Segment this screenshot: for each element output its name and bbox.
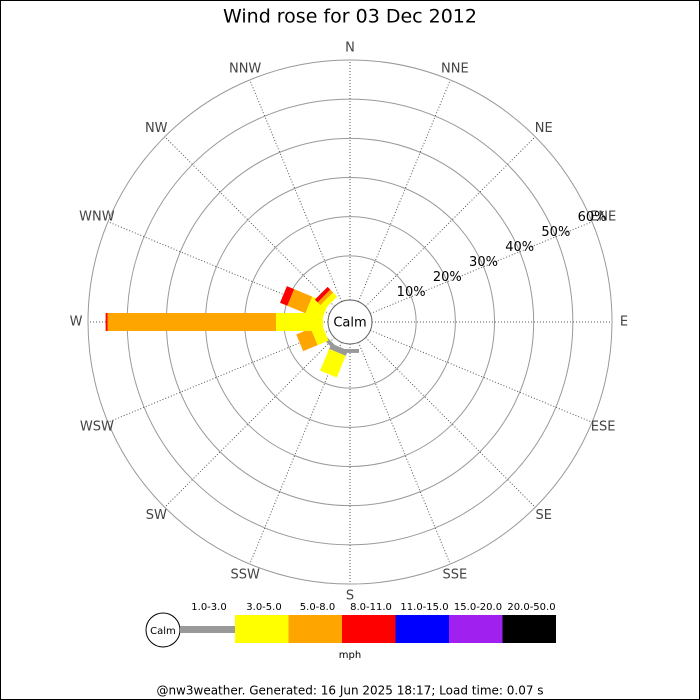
direction-label: SE [536, 508, 552, 523]
bar-segment [107, 313, 277, 331]
legend-label: 15.0-20.0 [454, 602, 502, 613]
direction-label: N [345, 41, 355, 56]
direction-label: NW [145, 121, 168, 136]
legend-label: 5.0-8.0 [300, 602, 335, 613]
direction-label: SSE [442, 568, 467, 583]
bar-segment [279, 286, 295, 306]
plot: N NNE NE ENE E ESE SE SSE S SSW SW WSW W WNW NW NNW 10% 2… [70, 41, 629, 604]
direction-label: S [346, 589, 354, 604]
bar-segment [287, 289, 313, 314]
direction-label: SW [146, 508, 167, 523]
direction-label: NE [535, 121, 553, 136]
spoke [370, 221, 593, 315]
r-tick-label: 40% [505, 240, 534, 255]
legend-label: 8.0-11.0 [350, 602, 392, 613]
footer: @nw3weather. Generated: 16 Jun 2025 18:1… [156, 684, 543, 698]
legend-swatch [180, 626, 235, 633]
legend-swatch [395, 615, 449, 643]
spoke [164, 337, 335, 508]
direction-label: ENE [590, 210, 616, 225]
bar-segment [105, 313, 108, 331]
legend-calm-label: Calm [150, 626, 176, 637]
legend-swatch [449, 615, 503, 643]
bar-segment [320, 348, 346, 378]
r-tick-label: 10% [397, 285, 426, 300]
direction-label: ESE [591, 419, 616, 434]
bar-segment [314, 286, 331, 303]
legend-unit: mph [339, 650, 361, 661]
r-tick-label: 50% [541, 225, 570, 240]
r-tick-label: 20% [433, 270, 462, 285]
spoke [357, 79, 451, 302]
direction-label: WSW [80, 419, 114, 434]
direction-label: NNE [441, 61, 469, 76]
spoke [107, 329, 330, 423]
bar-segment [341, 349, 359, 353]
direction-label: WNW [79, 210, 115, 225]
bar-segment [317, 289, 334, 306]
legend-label: 11.0-15.0 [400, 602, 448, 613]
legend-swatch [502, 615, 556, 643]
spoke [365, 136, 536, 307]
legend: Calm 1.0-3.0 3.0-5.0 5.0-8.0 8.0-11.0 11.0-15… [145, 602, 556, 661]
legend-swatch [342, 615, 396, 643]
calm-circle [327, 299, 373, 345]
direction-label: W [70, 315, 83, 330]
spoke [357, 342, 451, 565]
spoke [249, 342, 343, 565]
spoke [370, 329, 593, 423]
legend-label: 20.0-50.0 [507, 602, 555, 613]
bar-segment [276, 313, 323, 331]
direction-label: E [620, 315, 628, 330]
calm-label: Calm [333, 316, 366, 331]
ring [87, 59, 613, 585]
bar-segment [320, 292, 338, 310]
chart-title: Wind rose for 03 Dec 2012 [223, 6, 477, 28]
legend-label: 1.0-3.0 [191, 602, 226, 613]
r-tick-label: 30% [469, 255, 498, 270]
legend-swatch [288, 615, 342, 643]
r-tick-label: 60% [578, 210, 607, 225]
spoke [164, 136, 335, 307]
direction-label: NNW [229, 61, 261, 76]
bar-segment [296, 328, 318, 352]
legend-swatch [235, 615, 289, 643]
spoke [249, 79, 343, 302]
direction-label: SSW [230, 568, 260, 583]
legend-label: 3.0-5.0 [246, 602, 281, 613]
spoke [365, 337, 536, 508]
